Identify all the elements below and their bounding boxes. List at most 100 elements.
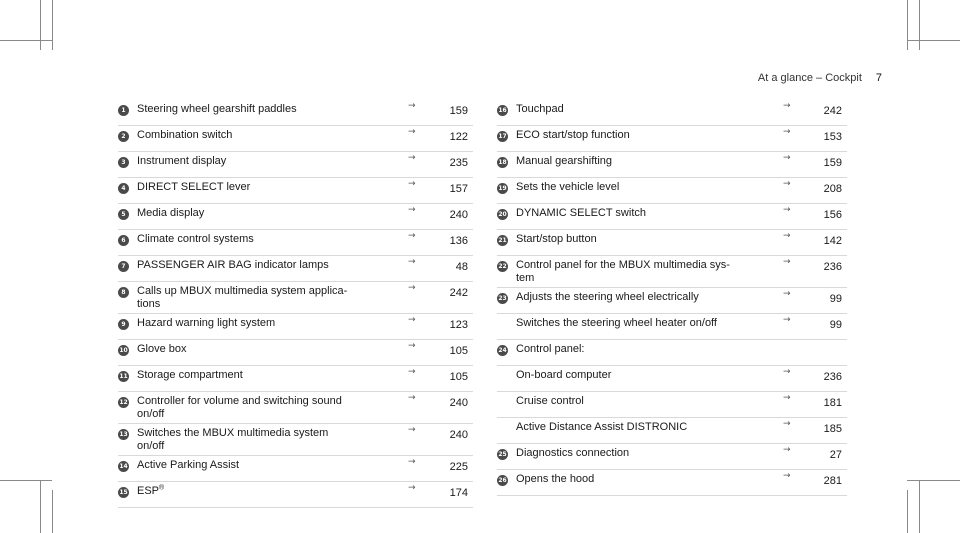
item-label: Switches the steering wheel heater on/of… xyxy=(497,317,847,330)
item-label-text: Glove box xyxy=(137,343,187,355)
page-reference[interactable]: 153 xyxy=(823,131,842,143)
page-reference[interactable]: 240 xyxy=(449,429,468,441)
page-ref-arrow-icon: → xyxy=(408,483,416,493)
item-number-badge: 23 xyxy=(497,293,508,304)
item-number-badge: 7 xyxy=(118,261,129,272)
page-reference[interactable]: 99 xyxy=(829,319,842,331)
item-label: Sets the vehicle level xyxy=(497,181,847,194)
page-reference[interactable]: 48 xyxy=(455,261,468,273)
page-reference[interactable]: 174 xyxy=(449,487,468,499)
crop-mark xyxy=(0,480,52,481)
legend-row: Active Distance Assist DISTRONIC → 185 xyxy=(497,418,847,444)
page-reference[interactable]: 236 xyxy=(823,371,842,383)
item-label-text: Manual gearshifting xyxy=(516,155,613,167)
page-reference[interactable]: 142 xyxy=(823,235,842,247)
page-ref-arrow-icon: → xyxy=(783,231,791,241)
item-number-badge: 21 xyxy=(497,235,508,246)
legend-row: On-board computer → 236 xyxy=(497,366,847,392)
item-number-badge: 26 xyxy=(497,475,508,486)
legend-row: Switches the steering wheel heater on/of… xyxy=(497,314,847,340)
page-reference[interactable]: 123 xyxy=(449,319,468,331)
page-reference[interactable]: 281 xyxy=(823,475,842,487)
item-label: Combination switch xyxy=(118,129,473,142)
page-reference[interactable]: 157 xyxy=(449,183,468,195)
item-number-badge: 15 xyxy=(118,487,129,498)
item-number-badge: 14 xyxy=(118,461,129,472)
item-label-text: Instrument display xyxy=(137,155,227,167)
page-reference[interactable]: 208 xyxy=(823,183,842,195)
crop-mark xyxy=(40,480,41,533)
item-label: Storage compartment xyxy=(118,369,473,382)
page-reference[interactable]: 242 xyxy=(449,287,468,299)
legend-row: 13 Switches the MBUX multimedia system on/… xyxy=(118,424,473,456)
crop-mark xyxy=(52,490,53,533)
right-legend-column: 16 Touchpad → 242 17 ECO start/stop function →… xyxy=(497,100,847,496)
item-label-text: Media display xyxy=(137,207,205,219)
item-label: Controller for volume and switching soun… xyxy=(118,395,473,421)
item-label: Instrument display xyxy=(118,155,473,168)
page-ref-arrow-icon: → xyxy=(408,153,416,163)
item-label: Calls up MBUX multimedia system applica-… xyxy=(118,285,473,311)
page-reference[interactable]: 105 xyxy=(449,371,468,383)
item-label-text: Adjusts the steering wheel electrically xyxy=(516,291,699,303)
page-reference[interactable]: 156 xyxy=(823,209,842,221)
legend-row: 1 Steering wheel gearshift paddles → 159 xyxy=(118,100,473,126)
page-ref-arrow-icon: → xyxy=(408,393,416,403)
item-label: Diagnostics connection xyxy=(497,447,847,460)
item-number-badge: 9 xyxy=(118,319,129,330)
page-reference[interactable]: 105 xyxy=(449,345,468,357)
page-reference[interactable]: 236 xyxy=(823,261,842,273)
page-reference[interactable]: 122 xyxy=(449,131,468,143)
page-reference[interactable]: 185 xyxy=(823,423,842,435)
legend-row: 18 Manual gearshifting → 159 xyxy=(497,152,847,178)
page-reference[interactable]: 136 xyxy=(449,235,468,247)
item-label-text: Active Distance Assist DISTRONIC xyxy=(516,421,688,433)
page-reference[interactable]: 99 xyxy=(829,293,842,305)
item-number-badge: 2 xyxy=(118,131,129,142)
page-reference[interactable]: 235 xyxy=(449,157,468,169)
legend-row: 21 Start/stop button → 142 xyxy=(497,230,847,256)
item-number-badge: 5 xyxy=(118,209,129,220)
legend-row: 12 Controller for volume and switching so… xyxy=(118,392,473,424)
legend-row: 17 ECO start/stop function → 153 xyxy=(497,126,847,152)
item-number-badge: 19 xyxy=(497,183,508,194)
item-label-text: Controller for volume and switching soun… xyxy=(137,395,342,420)
crop-mark xyxy=(907,480,960,481)
page-reference[interactable]: 27 xyxy=(829,449,842,461)
item-label: Adjusts the steering wheel electrically xyxy=(497,291,847,304)
legend-row: 4 DIRECT SELECT lever → 157 xyxy=(118,178,473,204)
page-ref-arrow-icon: → xyxy=(783,471,791,481)
crop-mark xyxy=(0,40,52,41)
page-ref-arrow-icon: → xyxy=(783,127,791,137)
page-ref-arrow-icon: → xyxy=(783,289,791,299)
legend-row: 14 Active Parking Assist → 225 xyxy=(118,456,473,482)
item-label: Manual gearshifting xyxy=(497,155,847,168)
item-label-text: Cruise control xyxy=(516,395,584,407)
legend-row: 25 Diagnostics connection → 27 xyxy=(497,444,847,470)
page-reference[interactable]: 159 xyxy=(449,105,468,117)
page-reference[interactable]: 225 xyxy=(449,461,468,473)
item-label-text: Sets the vehicle level xyxy=(516,181,620,193)
item-label: ECO start/stop function xyxy=(497,129,847,142)
item-label-text: Control panel: xyxy=(516,343,585,355)
crop-mark xyxy=(907,0,908,50)
item-number-badge: 3 xyxy=(118,157,129,168)
page-reference[interactable]: 181 xyxy=(823,397,842,409)
item-number-badge: 6 xyxy=(118,235,129,246)
crop-mark xyxy=(919,480,920,533)
page-reference[interactable]: 240 xyxy=(449,209,468,221)
item-label: Cruise control xyxy=(497,395,847,408)
legend-row: Cruise control → 181 xyxy=(497,392,847,418)
legend-row: 8 Calls up MBUX multimedia system applica… xyxy=(118,282,473,314)
item-number-badge: 25 xyxy=(497,449,508,460)
page-ref-arrow-icon: → xyxy=(783,153,791,163)
page-reference[interactable]: 242 xyxy=(823,105,842,117)
left-legend-column: 1 Steering wheel gearshift paddles → 159 2 Co… xyxy=(118,100,473,508)
legend-row: 3 Instrument display → 235 xyxy=(118,152,473,178)
page-reference[interactable]: 240 xyxy=(449,397,468,409)
item-number-badge: 12 xyxy=(118,397,129,408)
legend-row: 11 Storage compartment → 105 xyxy=(118,366,473,392)
item-label-text: PASSENGER AIR BAG indicator lamps xyxy=(137,259,329,271)
legend-row: 15 ESP® → 174 xyxy=(118,482,473,508)
page-reference[interactable]: 159 xyxy=(823,157,842,169)
